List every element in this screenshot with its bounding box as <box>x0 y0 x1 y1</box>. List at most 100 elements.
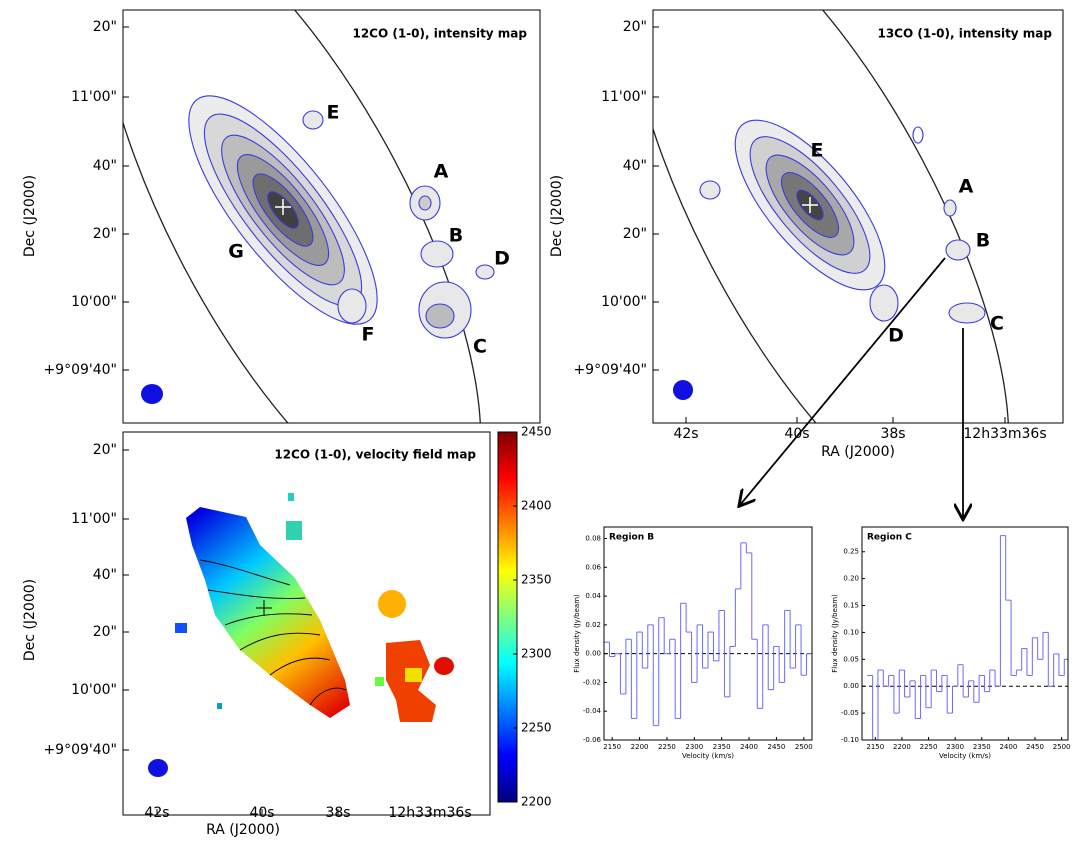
panel-title: Region B <box>609 533 654 543</box>
y-tick-label: 0.00 <box>843 682 859 690</box>
y-tick-label: 0.10 <box>843 628 859 636</box>
region-label: C <box>473 336 487 358</box>
frame <box>652 9 1064 424</box>
x-axis-label: Velocity (km/s) <box>682 752 734 760</box>
y-tick-label: 20" <box>93 226 117 242</box>
y-tick-label: -0.06 <box>583 736 602 744</box>
colorbar-tick-label: 2350 <box>521 573 552 587</box>
y-tick-label: -0.04 <box>583 707 602 715</box>
x-tick-label: 2300 <box>946 743 964 751</box>
y-axis-label: Dec (J2000) <box>22 579 38 661</box>
y-tick-label: 11'00" <box>71 511 117 527</box>
y-tick-label: -0.05 <box>841 709 859 717</box>
x-axis-label: RA (J2000) <box>206 822 280 838</box>
intensity-image <box>123 10 495 423</box>
frame <box>861 526 1069 741</box>
y-tick-label: -0.10 <box>841 736 859 744</box>
x-tick-label: 2450 <box>768 743 786 751</box>
y-tick-label: 40" <box>93 158 117 174</box>
region-label: E <box>327 102 340 124</box>
y-tick-label: 11'00" <box>71 89 117 105</box>
y-tick-label: 40" <box>623 158 647 174</box>
y-tick-label: 0.00 <box>585 650 601 658</box>
region-label: B <box>976 230 990 252</box>
x-tick-label: 2400 <box>740 743 758 751</box>
y-tick-label: +9°09'40" <box>43 742 117 758</box>
region-label: B <box>449 225 463 247</box>
colorbar-tick-label: 2200 <box>521 795 552 809</box>
y-tick-label: +9°09'40" <box>573 362 647 378</box>
x-tick-label: 2200 <box>631 743 649 751</box>
intensity-image <box>653 10 1010 423</box>
y-tick-label: 20" <box>93 624 117 640</box>
y-tick-label: 40" <box>93 567 117 583</box>
spectrum <box>604 542 812 727</box>
y-tick-label: 20" <box>93 19 117 35</box>
frame <box>122 431 491 816</box>
y-tick-label: 0.04 <box>585 592 601 600</box>
arrow <box>740 257 946 505</box>
x-tick-label: 2200 <box>893 743 911 751</box>
y-tick-label: 20" <box>623 19 647 35</box>
panel-title: 12CO (1-0), velocity field map <box>274 448 476 462</box>
region-label: C <box>990 313 1004 335</box>
y-tick-label: 20" <box>623 226 647 242</box>
velocity-image <box>148 493 454 777</box>
colorbar-tick-label: 2250 <box>521 721 552 735</box>
colorbar-tick-label: 2450 <box>521 425 552 439</box>
y-tick-label: 20" <box>93 442 117 458</box>
x-tick-label: 2400 <box>999 743 1017 751</box>
x-tick-label: 2450 <box>1026 743 1044 751</box>
panel-title: 12CO (1-0), intensity map <box>352 27 527 41</box>
region-label: G <box>228 241 244 263</box>
y-tick-label: -0.02 <box>583 678 601 686</box>
region-label: F <box>362 324 375 346</box>
y-tick-label: +9°09'40" <box>43 362 117 378</box>
y-axis-label: Dec (J2000) <box>22 175 38 257</box>
region-label: D <box>888 325 904 347</box>
x-tick-label: 2250 <box>920 743 938 751</box>
y-tick-label: 10'00" <box>71 682 117 698</box>
spectrum <box>862 535 1068 740</box>
x-tick-label: 2500 <box>795 743 813 751</box>
x-tick-label: 2150 <box>603 743 621 751</box>
region-label: D <box>494 248 510 270</box>
y-tick-label: 11'00" <box>601 89 647 105</box>
panel-title: Region C <box>867 533 912 543</box>
x-tick-label: 40s <box>784 426 809 442</box>
y-tick-label: 0.20 <box>843 575 859 583</box>
y-axis-label: Flux density (Jy/beam) <box>831 594 839 673</box>
y-tick-label: 0.15 <box>843 602 859 610</box>
x-tick-label: 2150 <box>866 743 884 751</box>
y-tick-label: 10'00" <box>71 294 117 310</box>
panel-title: 13CO (1-0), intensity map <box>877 27 1052 41</box>
x-axis-label: RA (J2000) <box>821 444 895 460</box>
plot-area <box>862 535 1068 740</box>
x-tick-label: 2350 <box>973 743 991 751</box>
y-tick-label: 0.06 <box>585 563 601 571</box>
region-label: A <box>959 176 974 198</box>
x-tick-label: 12h33m36s <box>963 426 1046 442</box>
y-axis-label: Dec (J2000) <box>549 175 565 257</box>
frame <box>603 526 813 741</box>
region-label: E <box>811 140 824 162</box>
y-tick-label: 10'00" <box>601 294 647 310</box>
frame <box>122 9 541 424</box>
colorbar-tick-label: 2400 <box>521 499 552 513</box>
colorbar <box>497 431 518 803</box>
plot-area <box>604 542 812 727</box>
x-tick-label: 42s <box>673 426 698 442</box>
x-tick-label: 2250 <box>658 743 676 751</box>
y-tick-label: 0.02 <box>585 621 601 629</box>
x-tick-label: 38s <box>880 426 905 442</box>
y-axis-label: Flux density (Jy/beam) <box>573 594 581 673</box>
colorbar-tick-label: 2300 <box>521 647 552 661</box>
x-axis-label: Velocity (km/s) <box>939 752 991 760</box>
x-tick-label: 2350 <box>713 743 731 751</box>
y-tick-label: 0.05 <box>843 655 859 663</box>
x-tick-label: 2500 <box>1053 743 1071 751</box>
y-tick-label: 0.08 <box>585 535 601 543</box>
region-label: A <box>434 161 449 183</box>
y-tick-label: 0.25 <box>843 548 859 556</box>
